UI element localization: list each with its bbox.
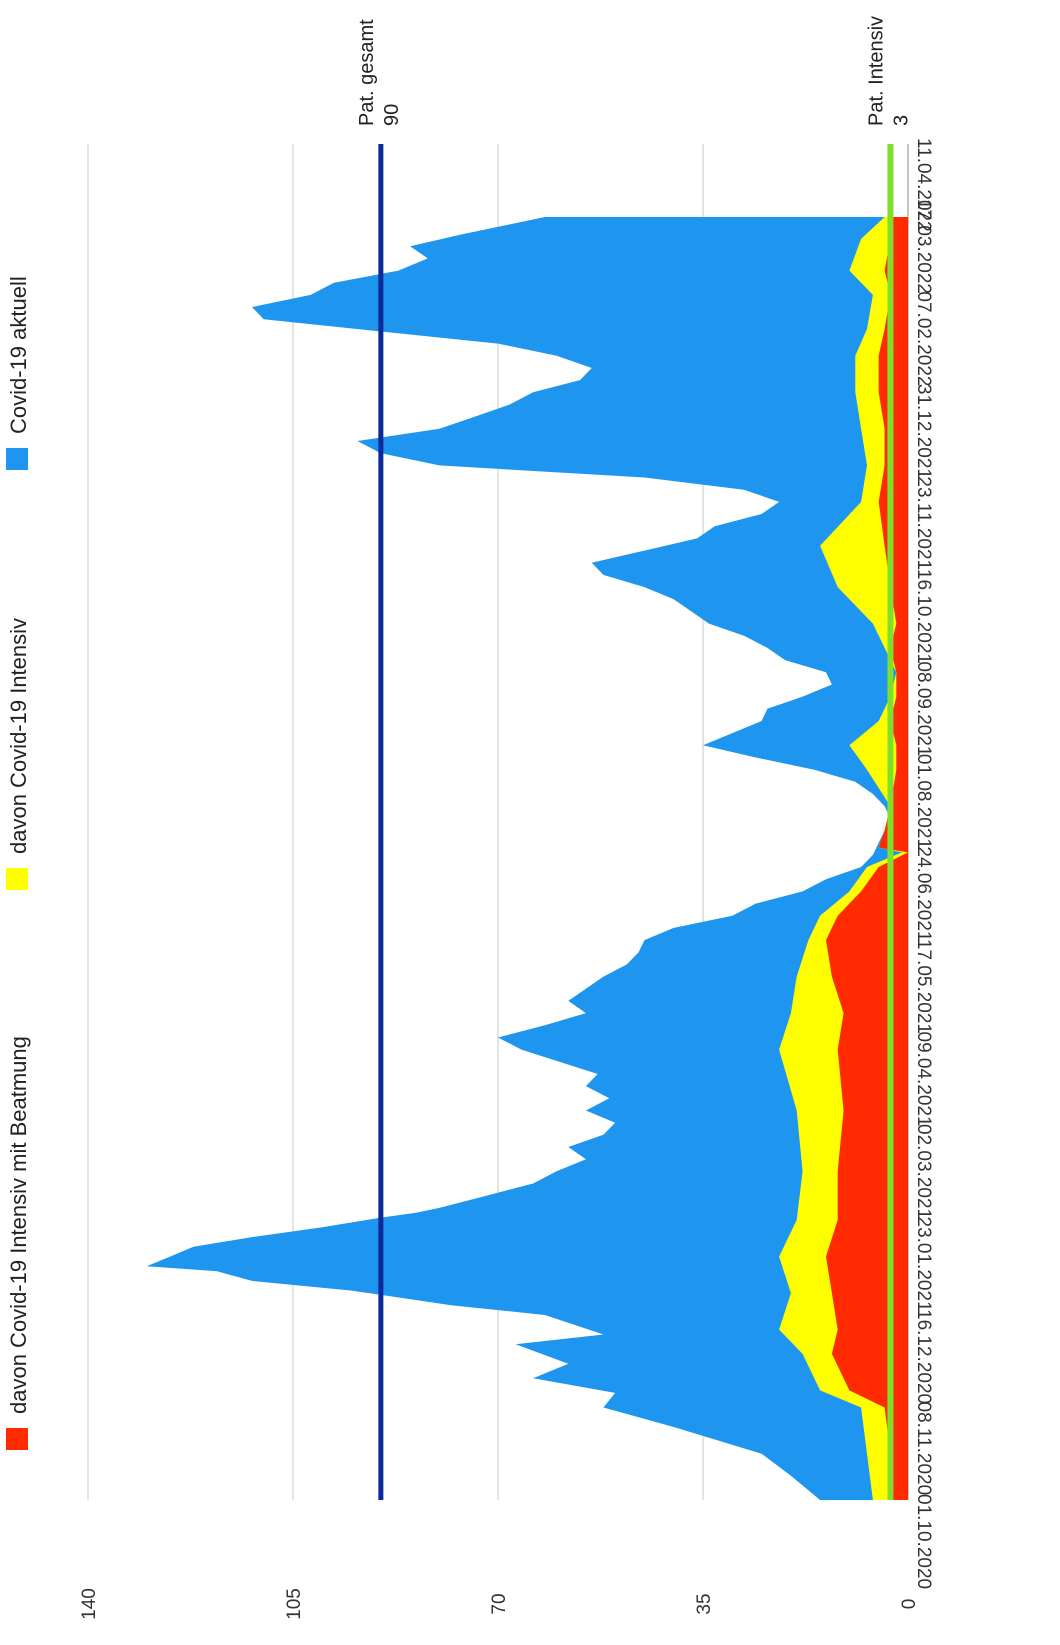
legend-swatch-covid-19-aktuell — [6, 448, 28, 470]
reference-lines: Pat. gesamt 90 Pat. Intensiv 3 — [356, 16, 912, 1500]
legend: davon Covid-19 Intensiv mit Beatmung davo… — [6, 276, 31, 1450]
ref-label-pat-gesamt: Pat. gesamt — [356, 19, 378, 126]
y-tick-label-70: 70 — [489, 1593, 510, 1614]
legend-label-covid-19-aktuell: Covid-19 aktuell — [6, 276, 31, 434]
x-axis-tick-labels: 01.10.202008.11.202016.12.202023.01.2021… — [913, 138, 934, 1589]
x-tick-label: 17.03.2022 — [913, 199, 934, 294]
x-tick-label: 17.05.2021 — [913, 939, 934, 1034]
x-tick-label: 23.01.2021 — [913, 1217, 934, 1312]
x-tick-label: 24.06.2021 — [913, 846, 934, 941]
x-tick-label: 07.02.2022 — [913, 291, 934, 386]
y-tick-label-0: 0 — [899, 1599, 920, 1610]
legend-swatch-davon-covid-19-intensiv — [6, 868, 28, 890]
x-tick-label: 08.09.2021 — [913, 661, 934, 756]
x-tick-label: 16.10.2021 — [913, 569, 934, 664]
area-series — [146, 217, 909, 1500]
ref-value-pat-gesamt: 90 — [381, 104, 403, 126]
legend-swatch-davon-covid-19-intensiv-mit-beatmung — [6, 1428, 28, 1450]
ref-label-pat-intensiv: Pat. Intensiv — [865, 16, 887, 126]
x-tick-label: 31.12.2021 — [913, 384, 934, 479]
y-axis-tick-labels: 0 35 70 105 140 — [79, 1588, 920, 1620]
x-tick-label: 08.11.2020 — [913, 1402, 934, 1496]
y-tick-label-105: 105 — [284, 1588, 305, 1620]
legend-label-davon-covid-19-intensiv-mit-beatmung: davon Covid-19 Intensiv mit Beatmung — [6, 1036, 31, 1414]
area-covid-19-aktuell — [146, 217, 909, 1500]
x-tick-label: 16.12.2020 — [913, 1309, 934, 1404]
ref-value-pat-intensiv: 3 — [890, 115, 912, 126]
legend-label-davon-covid-19-intensiv: davon Covid-19 Intensiv — [6, 618, 31, 854]
x-tick-label: 11.04.2022 — [913, 138, 934, 232]
x-tick-label: 23.11.2021 — [913, 476, 934, 570]
x-tick-label: 02.03.2021 — [913, 1124, 934, 1219]
x-tick-label: 01.10.2020 — [913, 1494, 934, 1589]
y-tick-label-140: 140 — [79, 1588, 100, 1620]
y-tick-label-35: 35 — [694, 1593, 715, 1614]
x-tick-label: 09.04.2021 — [913, 1032, 934, 1127]
x-tick-label: 01.08.2021 — [913, 754, 934, 849]
